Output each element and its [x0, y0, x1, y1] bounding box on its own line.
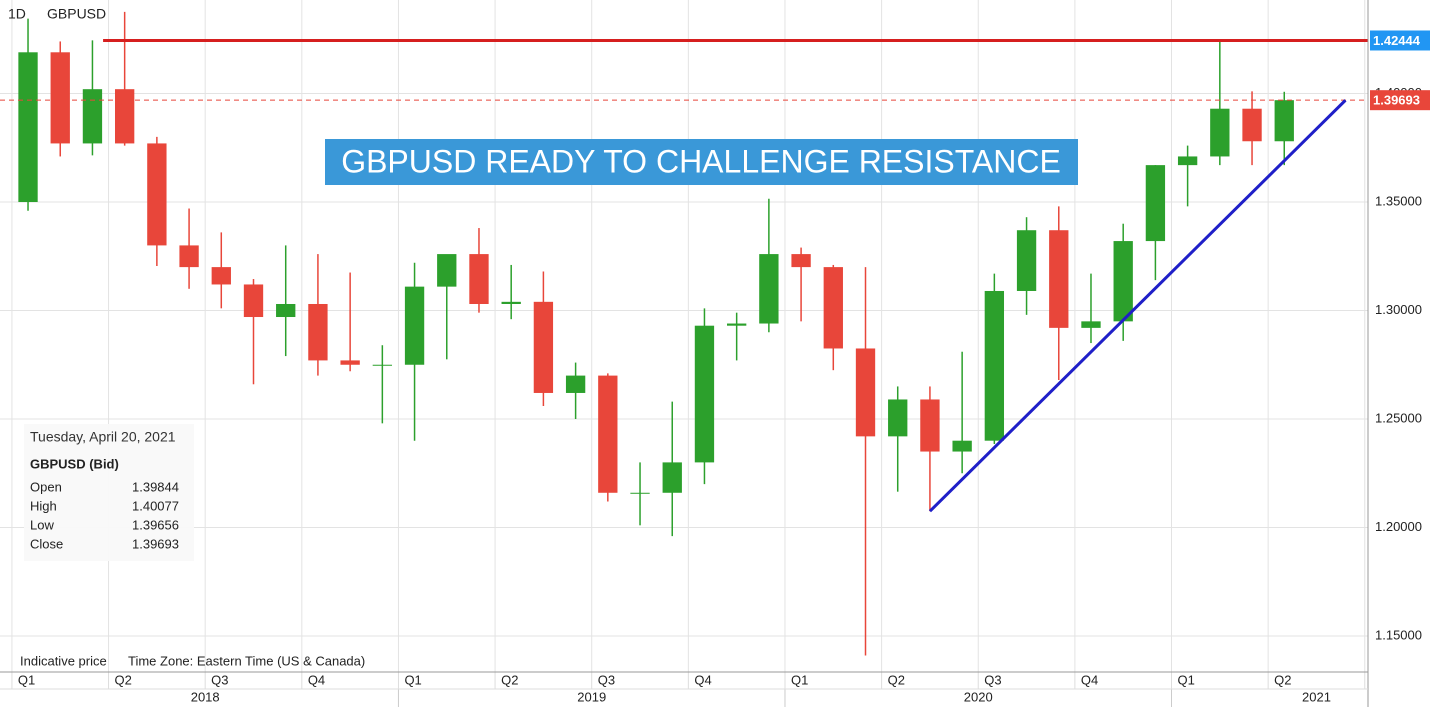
candle-body: [823, 267, 843, 349]
info-box: [24, 424, 194, 561]
candle-body: [1274, 100, 1294, 142]
x-tick-label: Q4: [308, 672, 325, 687]
info-date: Tuesday, April 20, 2021: [30, 429, 176, 445]
candle-body: [1049, 230, 1069, 328]
candle-body: [404, 286, 425, 365]
candle-body: [1081, 321, 1101, 328]
x-tick-label: Q2: [1274, 672, 1291, 687]
candle-body: [114, 89, 135, 144]
interval: 1D: [8, 6, 26, 22]
candle-body: [565, 375, 586, 393]
candle-body: [437, 254, 457, 287]
trendline: [928, 99, 1347, 513]
candle-body: [598, 375, 618, 493]
candle-body: [1145, 165, 1166, 242]
candle-body: [308, 303, 328, 361]
y-tick-label: 1.20000: [1375, 519, 1422, 534]
y-tick-label: 1.15000: [1375, 627, 1422, 642]
candle-body: [1113, 241, 1133, 322]
info-label: Open: [30, 479, 62, 494]
candle-body: [1242, 108, 1262, 142]
info-value: 1.39693: [132, 536, 179, 551]
x-tick-label: Q2: [501, 672, 518, 687]
info-value: 1.40077: [132, 498, 179, 513]
y-tick-label: 1.25000: [1375, 410, 1422, 425]
candle-body: [372, 364, 393, 366]
overlay: GBPUSD READY TO CHALLENGE RESISTANCE 1D GB…: [8, 6, 1078, 668]
candle-body: [18, 52, 38, 203]
price-tag-label: 1.39693: [1373, 93, 1420, 108]
candle-body: [1016, 230, 1037, 291]
footer-text: Time Zone: Eastern Time (US & Canada): [128, 653, 365, 668]
candle-body: [855, 348, 876, 437]
x-tick-label: Q3: [211, 672, 228, 687]
info-value: 1.39844: [132, 479, 179, 494]
candle-body: [82, 89, 103, 144]
candle-body: [630, 492, 650, 494]
footer-text: Indicative price: [20, 653, 107, 668]
candle-body: [276, 303, 296, 318]
x-tick-label: Q1: [791, 672, 808, 687]
price-tag: [1370, 90, 1430, 111]
x-tick-label: Q3: [598, 672, 615, 687]
candle-body: [50, 52, 70, 144]
x-tick-label: Q2: [888, 672, 905, 687]
candle-body: [759, 254, 779, 324]
candle-body: [243, 284, 264, 318]
grid: [0, 0, 1368, 672]
x-tick-label: Q3: [984, 672, 1001, 687]
candle-body: [694, 325, 715, 463]
candle-body: [147, 143, 167, 246]
candle-body: [469, 254, 489, 304]
candle-body: [791, 254, 811, 268]
info-label: Low: [30, 517, 54, 532]
chart-title: GBPUSD READY TO CHALLENGE RESISTANCE: [341, 143, 1061, 179]
candle-body: [984, 290, 1005, 441]
x-tick-label: Q1: [1178, 672, 1195, 687]
title-banner: [325, 139, 1078, 185]
plot-area: Q1 Q2 Q3 Q4 Q1 Q2 Q3 Q4 Q1 Q2 Q3 Q4 Q1 Q2 Q3 2018 2019 20…: [0, 11, 1388, 707]
candle-body: [533, 301, 554, 393]
candle-body: [179, 245, 199, 268]
candle-body: [340, 360, 360, 365]
candle-body: [920, 399, 940, 452]
candle-body: [1177, 156, 1198, 166]
x-tick-label: Q1: [404, 672, 421, 687]
candle-body: [952, 440, 972, 452]
year-label: 2019: [577, 689, 606, 704]
price-tag: [1370, 30, 1430, 51]
info-value: 1.39656: [132, 517, 179, 532]
y-tick-label: 1.35000: [1375, 193, 1422, 208]
x-tick-label: Q1: [18, 672, 35, 687]
year-label: 2018: [191, 689, 220, 704]
candle-body: [662, 462, 682, 493]
price-tag-label: 1.42444: [1373, 33, 1421, 48]
x-tick-label: Q3: [1371, 672, 1388, 687]
symbol: GBPUSD: [47, 6, 106, 22]
candle-body: [888, 399, 908, 437]
year-label: 2020: [964, 689, 993, 704]
x-tick-label: Q4: [1081, 672, 1098, 687]
info-heading: GBPUSD (Bid): [30, 456, 119, 471]
x-tick-label: Q2: [115, 672, 132, 687]
y-tick-label: 1.30000: [1375, 302, 1422, 317]
x-tick-label: Q4: [694, 672, 711, 687]
candle-body: [211, 267, 231, 285]
info-label: Close: [30, 536, 63, 551]
info-label: High: [30, 498, 57, 513]
candle-body: [1210, 108, 1230, 157]
candle-body: [727, 323, 747, 326]
year-label: 2021: [1302, 689, 1331, 704]
candle-body: [501, 301, 521, 304]
